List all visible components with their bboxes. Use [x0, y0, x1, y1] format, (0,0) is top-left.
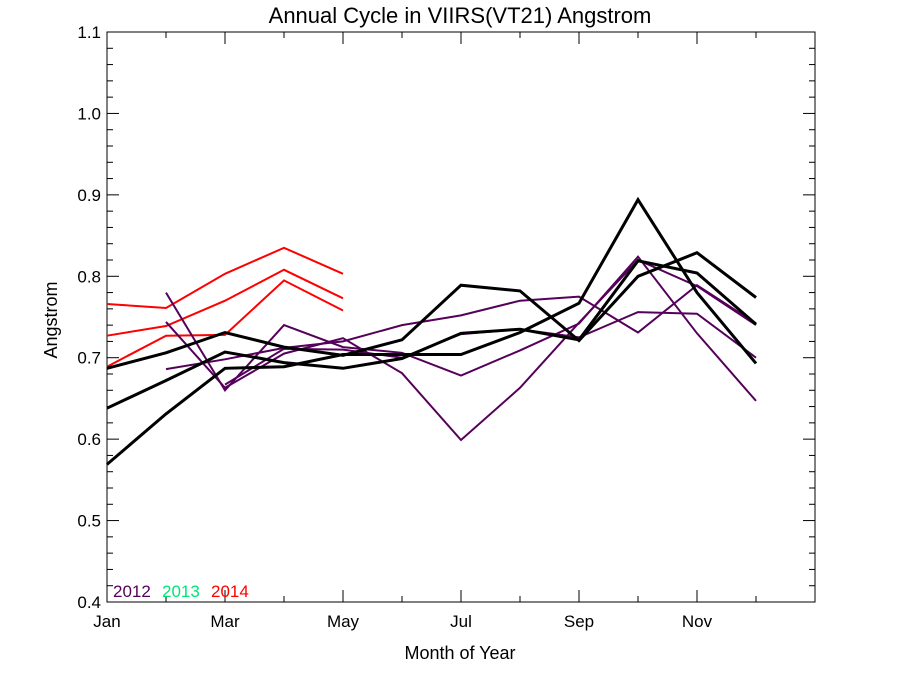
- chart-title: Annual Cycle in VIIRS(VT21) Angstrom: [269, 3, 652, 28]
- plot-frame: [106, 31, 816, 603]
- y-tick-label: 1.1: [77, 23, 101, 42]
- legend-entry-2013: 2013: [162, 582, 200, 601]
- series-line-4: [165, 255, 757, 402]
- series-line-9: [106, 259, 757, 410]
- series-line-2: [106, 268, 344, 337]
- x-tick-label: Jul: [450, 612, 472, 631]
- y-tick-label: 0.8: [77, 267, 101, 286]
- legend: 2012 2013 2014: [113, 582, 249, 601]
- series-line-6: [165, 283, 757, 371]
- y-tick-label: 0.5: [77, 512, 101, 531]
- y-tick-label: 0.4: [77, 593, 101, 612]
- y-tick-label: 0.7: [77, 349, 101, 368]
- x-axis-label: Month of Year: [404, 643, 515, 663]
- x-tick-label: Jan: [93, 612, 120, 631]
- tick-label-layer: 0.4 0.5 0.6 0.7 0.8 0.9 1.0 1.1 Jan Mar May Jul Sep N…: [77, 23, 712, 631]
- series-layer: [106, 196, 758, 466]
- y-tick-label: 0.6: [77, 430, 101, 449]
- y-axis-label: Angstrom: [41, 281, 61, 358]
- series-line-3: [106, 279, 344, 368]
- legend-entry-2014: 2014: [211, 582, 249, 601]
- series-line-8: [106, 196, 758, 466]
- y-tick-label: 0.9: [77, 186, 101, 205]
- series-line-1: [106, 246, 344, 310]
- series-line-7: [224, 311, 757, 386]
- x-tick-label: May: [327, 612, 360, 631]
- legend-entry-2012: 2012: [113, 582, 151, 601]
- x-tick-label: Sep: [564, 612, 594, 631]
- series-line-10: [106, 250, 757, 370]
- y-tick-label: 1.0: [77, 104, 101, 123]
- x-tick-label: Mar: [210, 612, 240, 631]
- tick-layer: [106, 31, 816, 603]
- x-tick-label: Nov: [682, 612, 713, 631]
